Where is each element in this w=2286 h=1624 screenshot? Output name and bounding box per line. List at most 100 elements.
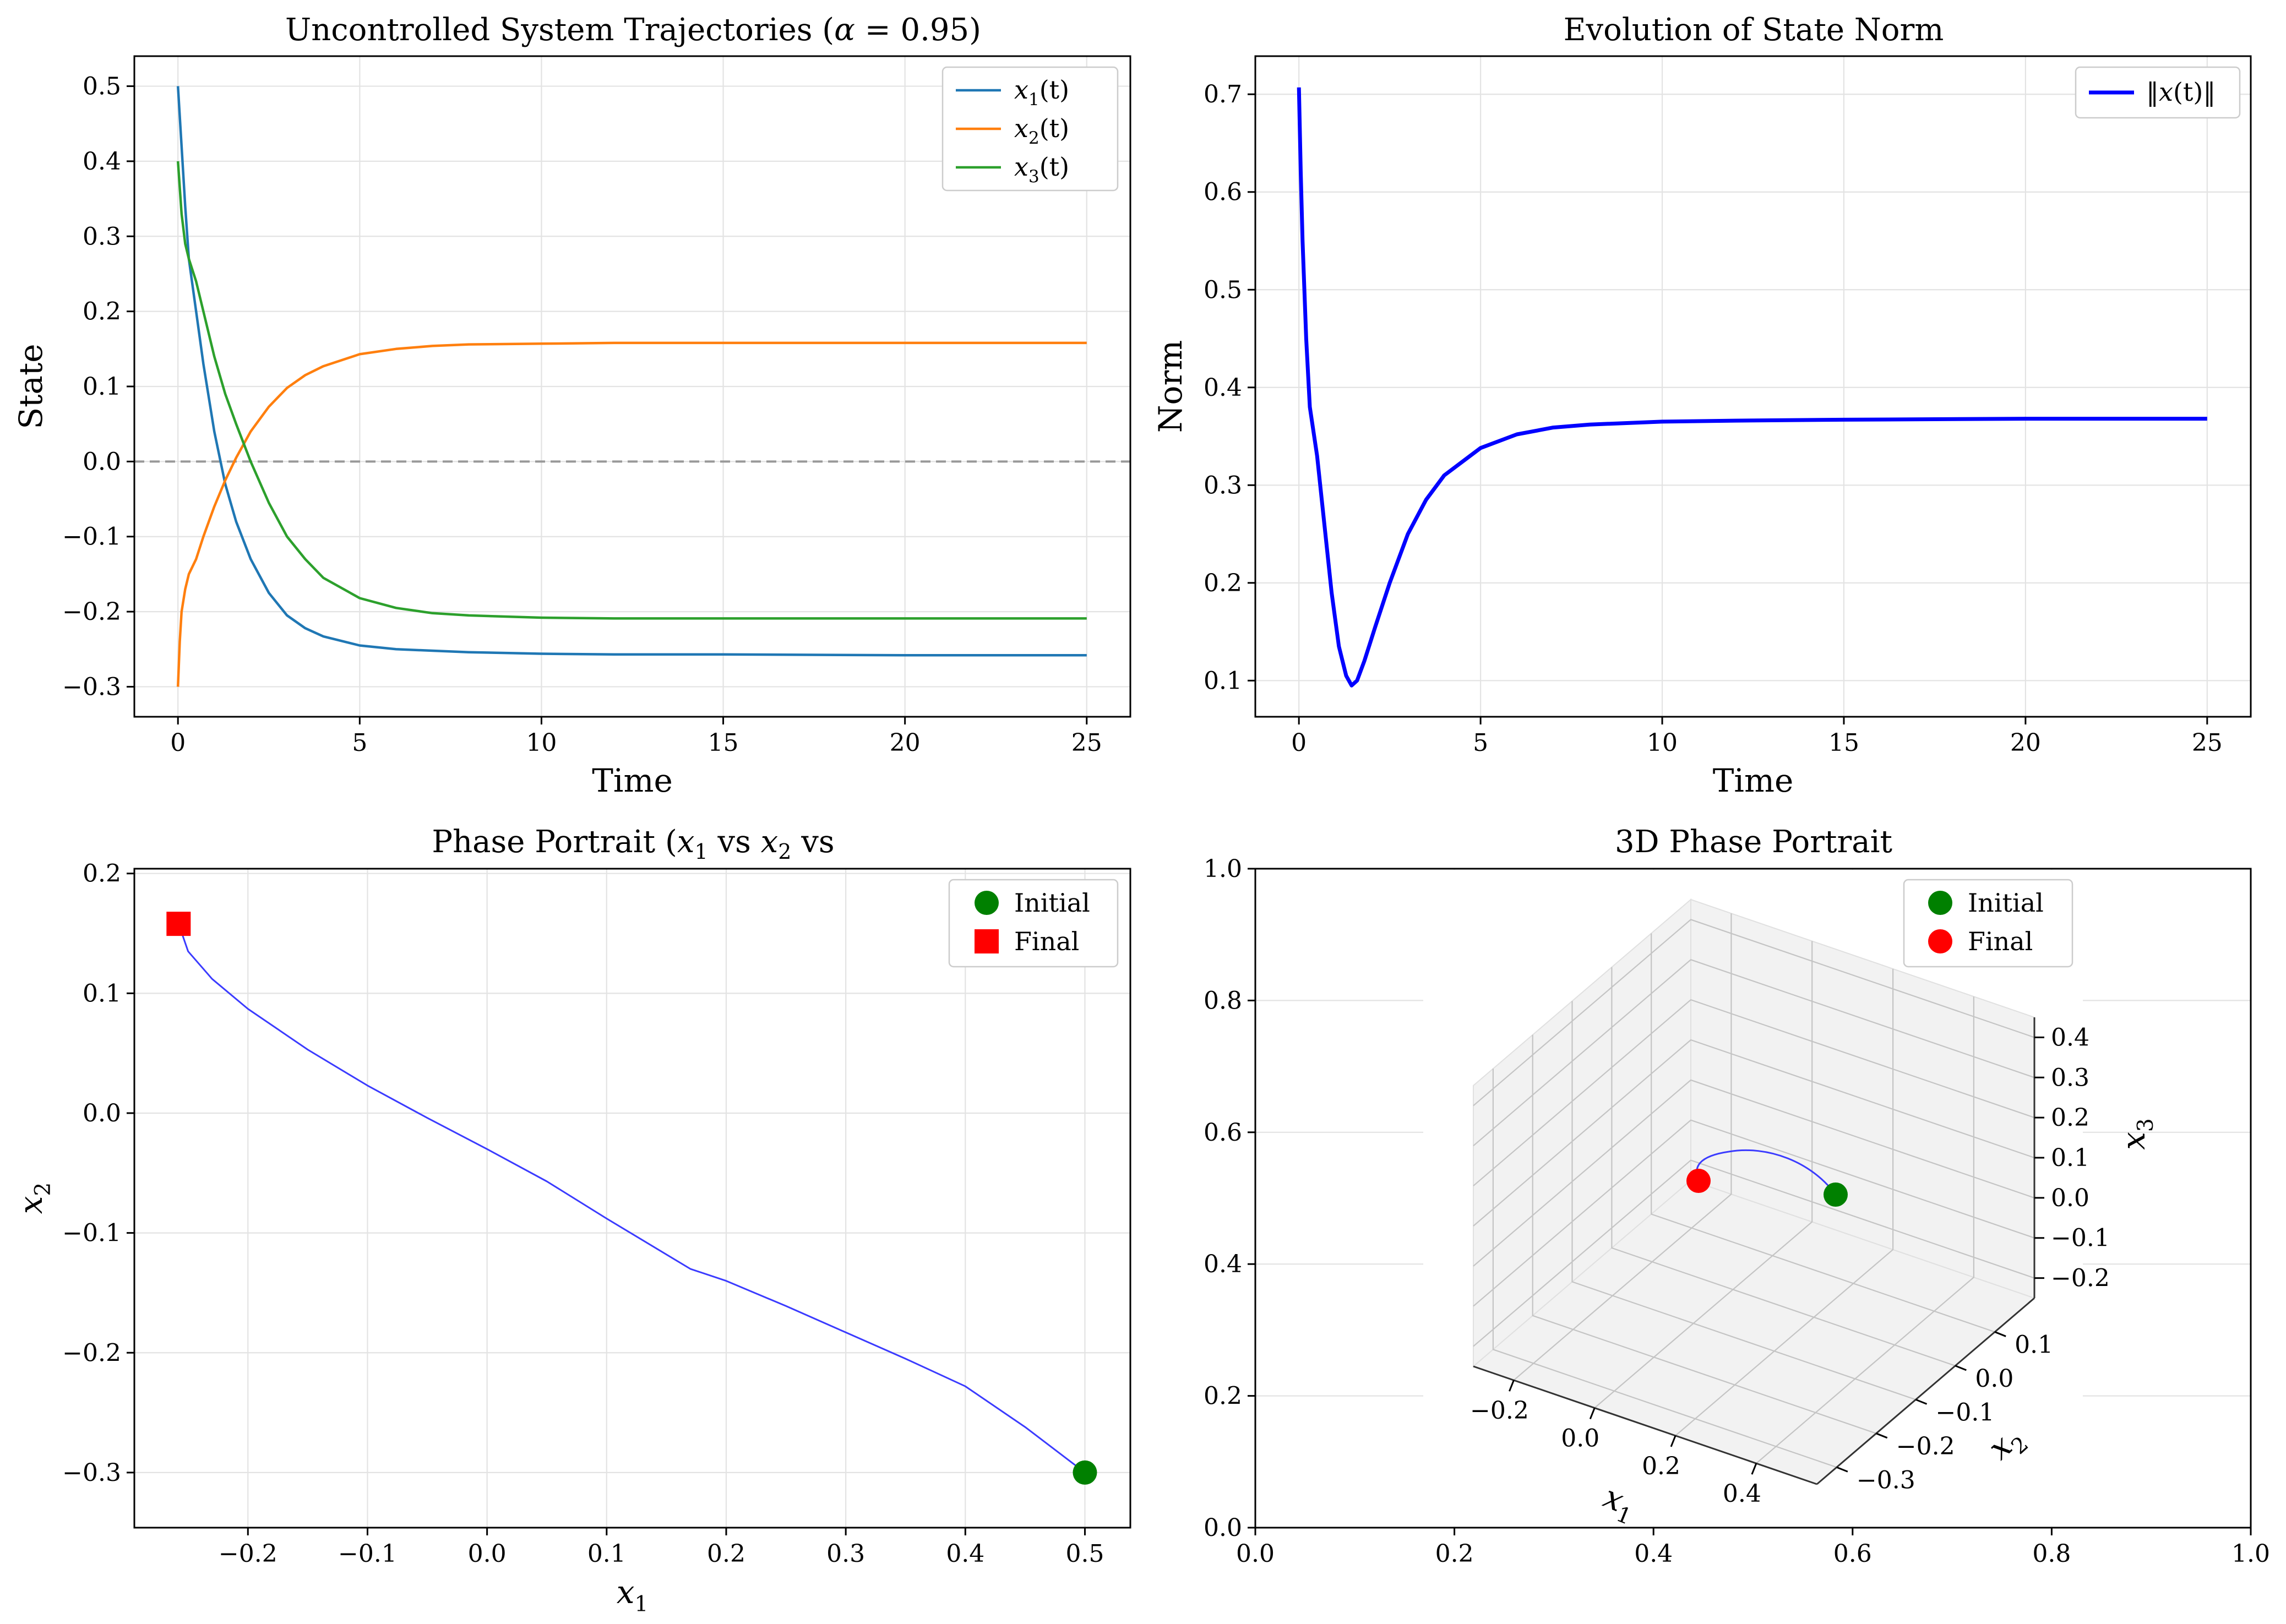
legend: Initial Final [1903,879,2073,968]
legend: x1(t)x2(t) x3(t) [941,66,1119,192]
x-tick-label: 15 [1828,729,1859,757]
y-tick-label: −0.3 [62,1459,121,1487]
x3-tick-label: 0.0 [2051,1184,2089,1212]
final-point-3d [1686,1169,1711,1193]
outer-y-tick-label: 0.8 [1204,987,1242,1015]
x2-tick [1876,1432,1888,1439]
outer-y-tick-label: 0.0 [1204,1514,1242,1542]
x-axis-label: Time [592,762,673,799]
x1-gridline [1756,996,1974,1464]
x1-tick [1751,1463,1757,1475]
x-tick-label: 0.3 [826,1540,865,1568]
series-line-x2 [176,341,1087,687]
x3-gridline [1473,919,2035,1107]
y-tick-label: 0.0 [83,1099,121,1127]
legend-label-x1: x1(t) [1014,75,1069,110]
legend-label-norm: ‖x(t)‖ [2146,77,2216,107]
y-tick-label: 0.2 [1204,569,1242,597]
x2-tick-label: 0.0 [1975,1365,2013,1393]
y-tick-label: 0.3 [1204,471,1242,499]
x1-tick [1509,1380,1515,1392]
x2-gridline [1532,1034,1877,1434]
plot-frame [1254,55,2252,718]
x2-gridline [1571,1001,1916,1400]
outer-y-tick-label: 0.2 [1204,1382,1242,1410]
x-tick-label: 0 [1291,729,1307,757]
legend-label: Initial [1968,888,2044,918]
x3-gridline [1473,1039,2035,1227]
x3-tick-label: −0.2 [2051,1265,2110,1293]
x-tick-label: 0.1 [587,1540,626,1568]
y-tick-label: 0.6 [1204,178,1242,206]
legend: ‖x(t)‖ [2075,66,2241,119]
y-axis-label: State [12,344,50,429]
panel2-title: Evolution of State Norm [1564,12,1944,48]
y-tick-label: 0.3 [83,222,121,250]
y-axis-label: Norm [1152,340,1189,433]
x-tick-label: 15 [708,729,739,757]
legend-marker-final [975,929,999,953]
x-tick-label: 0.2 [707,1540,745,1568]
norm-line [1297,87,2207,688]
x-tick-label: 0.0 [468,1540,507,1568]
y-tick-label: 0.1 [1204,667,1242,695]
x-tick-label: 10 [526,729,557,757]
x1-tick [1670,1435,1677,1447]
outer-x-tick-label: 0.8 [2032,1540,2071,1568]
x-tick-label: 5 [1473,729,1488,757]
trajectories-chart: 0 5 10 15 20 25 −0.3 −0.2 −0.1 0.0 0.1 0.2 0.3 0.4 0.5… [12,55,1131,799]
state-norm-chart: 0 5 10 15 20 25 0.1 0.2 0.3 0.4 0.5 0.6 0.7 Time Norm ‖… [1152,55,2252,799]
outer-x-tick-label: 0.6 [1833,1540,1872,1568]
plot-frame [133,55,1131,718]
legend-label: Final [1014,927,1079,956]
x2-tick-label: 0.1 [2015,1331,2053,1359]
panel1-title: Uncontrolled System Trajectories (α = 0.… [285,12,981,48]
x3-gridline [1473,1119,2035,1307]
x2-tick [1994,1331,2006,1337]
x2-axis-line [1816,1297,2035,1485]
phase-portrait-3d-chart: 0.00.00.20.20.40.40.60.60.80.81.01.0−0.2… [1204,855,2270,1568]
x-tick-label: 5 [352,729,367,757]
legend-label: Final [1968,927,2033,956]
y-tick-label: 0.0 [83,448,121,476]
series-line-x3 [176,161,1087,620]
y-tick-label: 0.7 [1204,80,1242,108]
x2-gridline [1492,1069,1837,1468]
y-tick-label: 0.2 [83,298,121,326]
x2-gridline [1651,933,1995,1333]
x3-gridline [1473,959,2035,1147]
trajectory-3d [1696,1149,1837,1195]
x-axis-label: x1 [617,1573,649,1617]
legend-box [941,66,1119,192]
y-tick-label: 0.1 [83,373,121,401]
outer-frame [1254,868,2252,1529]
x1-tick-label: −0.2 [1470,1397,1529,1425]
y-tick-label: −0.2 [62,598,121,626]
x3-axis-label: x3 [2115,1118,2158,1150]
outer-x-tick-label: 0.0 [1236,1540,1275,1568]
x1-tick-label: 0.0 [1561,1425,1599,1453]
x3-gridline [1473,1079,2035,1267]
x3-tick-label: −0.1 [2051,1224,2110,1252]
x2-tick [1915,1398,1928,1405]
outer-x-tick-label: 0.4 [1634,1540,1673,1568]
x-tick-label: 25 [2192,729,2223,757]
legend-label-x3: x3(t) [1014,152,1069,187]
x3-tick-label: 0.1 [2051,1144,2089,1172]
y-tick-label: −0.1 [62,523,121,551]
y-axis-label: x2 [12,1182,56,1214]
x3-tick-label: 0.2 [2051,1104,2089,1132]
x-tick-label: 0.4 [946,1540,984,1568]
outer-y-tick-label: 0.4 [1204,1250,1242,1278]
x1-tick [1589,1407,1596,1420]
x-tick-label: 25 [1071,729,1102,757]
x3-gridline [1473,999,2035,1186]
x-tick-label: −0.2 [219,1540,277,1568]
plot-frame [133,868,1131,1529]
legend-label: Initial [1014,888,1090,918]
initial-point-3d [1824,1182,1848,1207]
panel3-title: Phase Portrait (x1 vs x2 vs [432,824,834,864]
x1-axis-line [1473,1365,1817,1485]
x2-tick-label: −0.2 [1896,1432,1955,1460]
y-tick-label: −0.3 [62,673,121,701]
